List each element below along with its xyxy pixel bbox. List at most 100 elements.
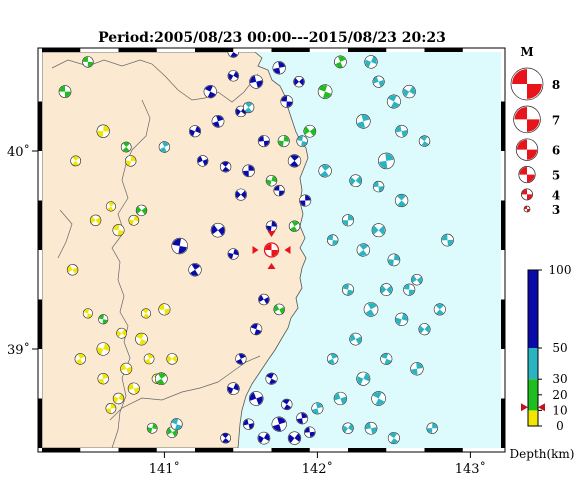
focal-mechanism — [242, 164, 255, 178]
focal-mechanism — [441, 233, 454, 247]
focal-mechanism — [82, 56, 94, 68]
longitude-tick-label: 142˚ — [302, 461, 333, 477]
focal-mechanism — [258, 293, 270, 306]
latitude-tick-label: 40˚ — [7, 144, 30, 160]
focal-mechanism — [116, 327, 127, 339]
focal-mechanism — [273, 303, 285, 316]
focal-mechanism — [211, 114, 225, 128]
focal-mechanism — [120, 141, 132, 153]
focal-mechanism — [226, 382, 240, 395]
focal-mechanism — [196, 155, 209, 167]
focal-mechanism — [166, 353, 178, 365]
focal-mechanism — [257, 135, 270, 148]
focal-mechanism — [318, 164, 332, 178]
focal-mechanism — [378, 152, 395, 170]
focal-mechanism — [277, 135, 290, 148]
magnitude-legend-item: 8 — [510, 67, 560, 101]
focal-mechanism — [426, 422, 438, 434]
magnitude-legend-item: 3 — [523, 203, 560, 217]
depth-colorbar-tick-label: 20 — [552, 388, 567, 402]
focal-mechanism — [74, 353, 87, 365]
magnitude-legend-title: M — [520, 45, 533, 59]
focal-mechanism — [248, 391, 264, 406]
focal-mechanism — [58, 85, 72, 98]
focal-mechanism — [227, 70, 240, 82]
focal-mechanism — [112, 224, 125, 237]
focal-mechanism — [273, 184, 285, 197]
depth-colorbar-tick-label: 50 — [552, 341, 567, 355]
focal-mechanism — [355, 114, 371, 129]
magnitude-legend-label: 7 — [552, 113, 560, 127]
focal-mechanism — [317, 84, 333, 99]
focal-mechanism — [379, 283, 393, 296]
focal-mechanism — [146, 422, 158, 434]
focal-mechanism — [227, 52, 240, 58]
magnitude-legend-item: 5 — [518, 166, 560, 184]
focal-mechanism — [356, 371, 371, 386]
focal-mechanism — [135, 332, 148, 346]
focal-mechanism — [249, 74, 264, 89]
focal-mechanism — [402, 84, 416, 99]
focal-mechanism — [411, 274, 423, 286]
focal-mechanism — [364, 421, 378, 435]
focal-mechanism — [135, 204, 148, 217]
focal-mechanism — [128, 214, 140, 226]
focal-mechanism — [272, 61, 286, 75]
magnitude-legend-label: 8 — [552, 78, 560, 92]
focal-mechanism — [143, 353, 155, 365]
focal-mechanism — [158, 141, 171, 153]
focal-mechanism — [293, 75, 305, 88]
focal-mechanism — [311, 402, 324, 415]
focal-mechanism — [234, 188, 247, 201]
magnitude-legend-item: 6 — [515, 138, 560, 161]
focal-mechanism — [287, 431, 302, 445]
magnitude-legend-label: 5 — [552, 169, 560, 183]
focal-mechanism — [235, 353, 247, 365]
focal-mechanism — [105, 201, 116, 212]
depth-colorbar-tick-label: 30 — [552, 372, 567, 386]
focal-mechanism — [281, 398, 293, 411]
focal-mechanism — [418, 135, 431, 147]
focal-mechanism — [372, 75, 385, 88]
depth-colorbar-segment — [528, 410, 538, 426]
depth-colorbar-segment — [528, 348, 538, 380]
focal-mechanism — [82, 308, 93, 319]
depth-colorbar-tick-label: 10 — [552, 403, 567, 417]
focal-mechanism — [299, 194, 312, 207]
focal-mechanism — [356, 243, 370, 257]
focal-mechanism — [89, 214, 102, 227]
focal-mechanism — [349, 332, 363, 346]
event-pointer — [284, 246, 291, 254]
longitude-tick-label: 143˚ — [455, 461, 486, 477]
map-title: Period:2005/08/23 00:00---2015/08/23 20:… — [98, 30, 446, 46]
map-area — [42, 52, 501, 448]
focal-mechanism — [112, 392, 125, 405]
longitude-tick-label: 141˚ — [149, 461, 180, 477]
magnitude-legend-item: 4 — [521, 188, 560, 202]
magnitude-legend: M 8 7 6 5 43 — [510, 45, 560, 217]
focal-mechanism — [210, 222, 226, 238]
focal-mechanism — [171, 237, 188, 255]
focal-mechanism — [257, 431, 271, 445]
magnitude-legend-label: 3 — [552, 203, 560, 217]
depth-colorbar-tick-label: 100 — [549, 263, 572, 277]
focal-mechanism — [327, 234, 339, 246]
focal-mechanism — [380, 352, 393, 365]
focal-mechanism — [387, 432, 400, 445]
focal-mechanism — [349, 174, 363, 188]
focal-mechanism — [410, 362, 424, 376]
map-frame-ticks — [38, 48, 505, 452]
focal-mechanism — [242, 418, 255, 430]
focal-mechanism — [418, 323, 431, 336]
focal-mechanism — [327, 353, 339, 365]
focal-mechanism — [105, 403, 117, 414]
event-pointer — [252, 246, 259, 254]
focal-mechanism — [394, 312, 409, 326]
focal-mechanism — [219, 161, 232, 173]
focal-mechanism — [386, 94, 401, 109]
focal-mechanism — [433, 303, 446, 316]
focal-mechanism — [120, 362, 133, 375]
focal-mechanism — [296, 135, 308, 147]
